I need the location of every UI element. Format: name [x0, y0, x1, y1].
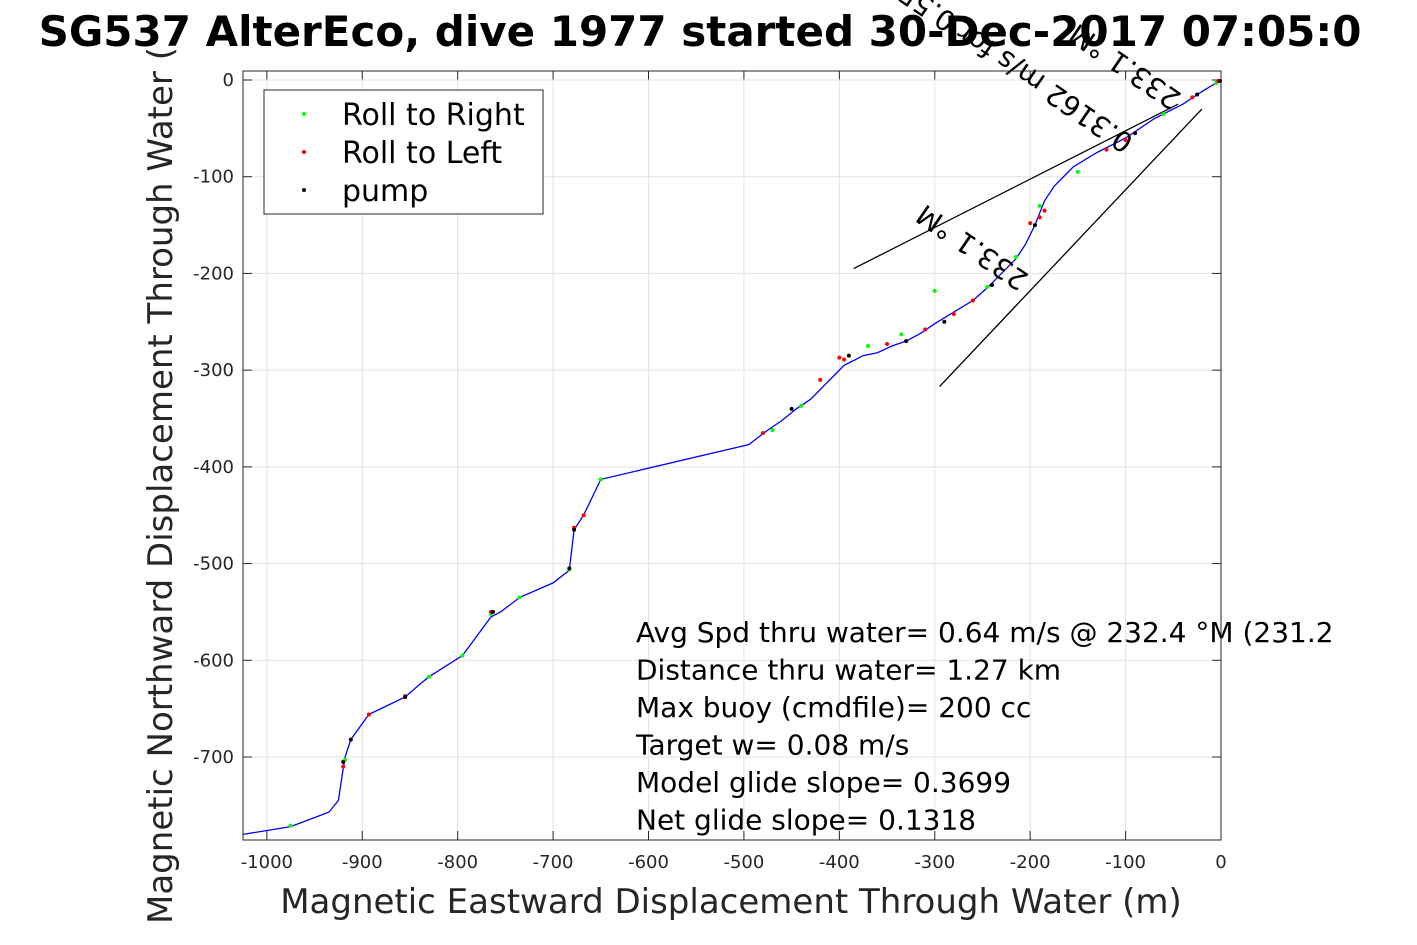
x-tick-label: -300	[914, 852, 955, 873]
roll-right-marker	[288, 823, 293, 828]
legend-entry: pump	[342, 174, 428, 209]
y-tick-label: -500	[193, 554, 234, 575]
y-tick-label: -300	[193, 360, 234, 381]
roll-right-marker	[598, 477, 603, 482]
legend-entry: Roll to Left	[342, 136, 502, 171]
axes-box	[242, 70, 1222, 841]
roll-left-marker	[1042, 208, 1047, 213]
pump-marker	[789, 406, 794, 411]
roll-right-legend-marker	[302, 112, 306, 116]
roll-left-marker	[885, 342, 890, 347]
x-tick-label: -500	[723, 852, 764, 873]
x-tick-label: -700	[533, 852, 574, 873]
roll-right-marker	[899, 332, 904, 337]
x-tick-label: -400	[819, 852, 860, 873]
y-axis-label: Magnetic Northward Displacement Through …	[141, 47, 181, 924]
stats-line: Distance thru water= 1.27 km	[636, 654, 1061, 687]
roll-left-marker	[818, 377, 823, 382]
y-tick-label: -700	[193, 747, 234, 768]
x-tick-label: -200	[1010, 852, 1051, 873]
roll-left-marker	[1028, 221, 1033, 226]
x-tick-label: -600	[628, 852, 669, 873]
pump-marker	[567, 566, 572, 571]
roll-right-marker	[799, 403, 804, 408]
roll-right-marker	[1075, 169, 1080, 174]
roll-right-marker	[770, 428, 775, 433]
roll-left-marker	[1104, 147, 1109, 152]
chart-title: SG537 AlterEco, dive 1977 started 30-Dec…	[39, 7, 1362, 56]
stats-annotations: Avg Spd thru water= 0.64 m/s @ 232.4 °M …	[635, 616, 1334, 837]
roll-right-marker	[1013, 254, 1018, 259]
roll-right-marker	[460, 653, 465, 658]
stats-line: Avg Spd thru water= 0.64 m/s @ 232.4 °M …	[636, 616, 1334, 649]
pump-marker	[1195, 92, 1200, 97]
pump-marker	[942, 319, 947, 324]
x-tick-label: -100	[1105, 852, 1146, 873]
stats-line: Model glide slope= 0.3699	[636, 766, 1011, 799]
pump-legend-marker	[302, 188, 306, 192]
roll-left-marker	[1123, 137, 1128, 142]
pump-marker	[990, 283, 995, 288]
pump-marker	[348, 737, 353, 742]
x-tick-label: -800	[437, 852, 478, 873]
x-tick-label: 0	[1215, 852, 1226, 873]
pump-marker	[1032, 223, 1037, 228]
pump-marker	[846, 353, 851, 358]
pump-marker	[403, 695, 408, 700]
roll-right-marker	[932, 288, 937, 293]
y-tick-label: -400	[193, 457, 234, 478]
roll-left-marker	[1037, 215, 1042, 220]
pump-marker	[1133, 131, 1138, 136]
roll-left-marker	[837, 355, 842, 360]
roll-left-marker	[366, 712, 371, 717]
roll-right-marker	[985, 284, 990, 289]
legend-entry: Roll to Right	[342, 98, 525, 133]
roll-right-marker	[1161, 111, 1166, 116]
roll-left-marker	[970, 298, 975, 303]
y-tick-label: -200	[193, 263, 234, 284]
pump-marker	[341, 759, 346, 764]
y-tick-label: -100	[193, 167, 234, 188]
roll-left-marker	[581, 513, 586, 518]
dive-track-line	[242, 79, 1222, 836]
roll-left-marker	[1190, 95, 1195, 100]
y-tick-label: 0	[223, 70, 234, 91]
stats-line: Net glide slope= 0.1318	[636, 804, 976, 837]
x-axis-label: Magnetic Eastward Displacement Through W…	[280, 882, 1182, 922]
stats-line: Target w= 0.08 m/s	[635, 729, 909, 762]
roll-right-marker	[865, 343, 870, 348]
roll-right-marker	[427, 674, 432, 679]
roll-left-marker	[951, 312, 956, 317]
pump-marker	[904, 339, 909, 344]
pump-marker	[572, 527, 577, 532]
heading-guide-line	[853, 103, 1179, 270]
x-tick-label: -1000	[241, 852, 293, 873]
roll-right-marker	[517, 595, 522, 600]
roll-left-marker	[923, 327, 928, 332]
legend-box	[263, 89, 544, 215]
roll-left-marker	[842, 357, 847, 362]
roll-left-marker	[341, 764, 346, 769]
heading-guide-line	[939, 108, 1203, 388]
roll-left-legend-marker	[302, 150, 306, 154]
pump-marker	[490, 609, 495, 614]
y-tick-label: -600	[193, 650, 234, 671]
roll-right-marker	[1037, 203, 1042, 208]
x-tick-label: -900	[342, 852, 383, 873]
roll-left-marker	[761, 431, 766, 436]
stats-line: Max buoy (cmdfile)= 200 cc	[636, 691, 1031, 724]
